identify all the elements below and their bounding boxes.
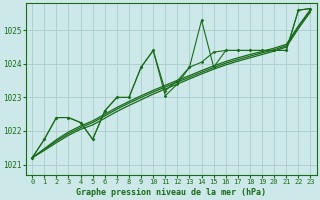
X-axis label: Graphe pression niveau de la mer (hPa): Graphe pression niveau de la mer (hPa): [76, 188, 266, 197]
